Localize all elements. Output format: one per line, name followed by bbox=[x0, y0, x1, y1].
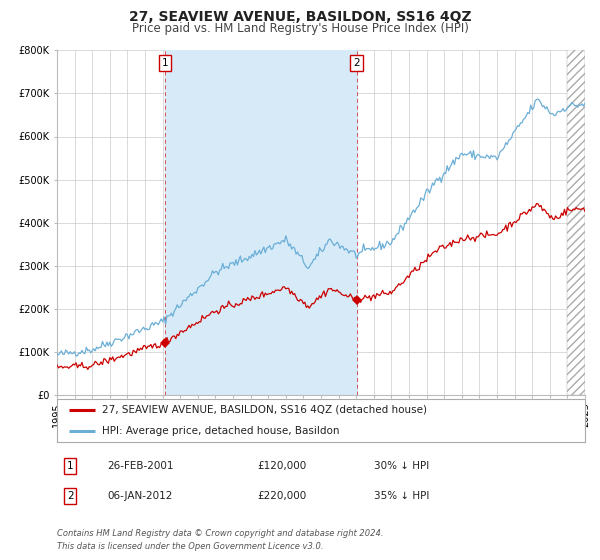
Text: £120,000: £120,000 bbox=[257, 461, 307, 471]
Text: 06-JAN-2012: 06-JAN-2012 bbox=[107, 491, 173, 501]
Text: 35% ↓ HPI: 35% ↓ HPI bbox=[374, 491, 429, 501]
Bar bbox=[165, 50, 356, 395]
Text: 2: 2 bbox=[67, 491, 74, 501]
Text: Contains HM Land Registry data © Crown copyright and database right 2024.: Contains HM Land Registry data © Crown c… bbox=[57, 529, 383, 538]
Text: 1: 1 bbox=[67, 461, 74, 471]
Bar bbox=[568, 50, 585, 395]
Text: This data is licensed under the Open Government Licence v3.0.: This data is licensed under the Open Gov… bbox=[57, 542, 323, 550]
Text: 1: 1 bbox=[162, 58, 169, 68]
Text: 26-FEB-2001: 26-FEB-2001 bbox=[107, 461, 173, 471]
Text: Price paid vs. HM Land Registry's House Price Index (HPI): Price paid vs. HM Land Registry's House … bbox=[131, 22, 469, 35]
Text: 2: 2 bbox=[353, 58, 360, 68]
Text: 27, SEAVIEW AVENUE, BASILDON, SS16 4QZ (detached house): 27, SEAVIEW AVENUE, BASILDON, SS16 4QZ (… bbox=[102, 405, 427, 414]
Text: 27, SEAVIEW AVENUE, BASILDON, SS16 4QZ: 27, SEAVIEW AVENUE, BASILDON, SS16 4QZ bbox=[128, 10, 472, 24]
Text: 30% ↓ HPI: 30% ↓ HPI bbox=[374, 461, 429, 471]
Text: HPI: Average price, detached house, Basildon: HPI: Average price, detached house, Basi… bbox=[102, 427, 340, 436]
Text: £220,000: £220,000 bbox=[257, 491, 307, 501]
